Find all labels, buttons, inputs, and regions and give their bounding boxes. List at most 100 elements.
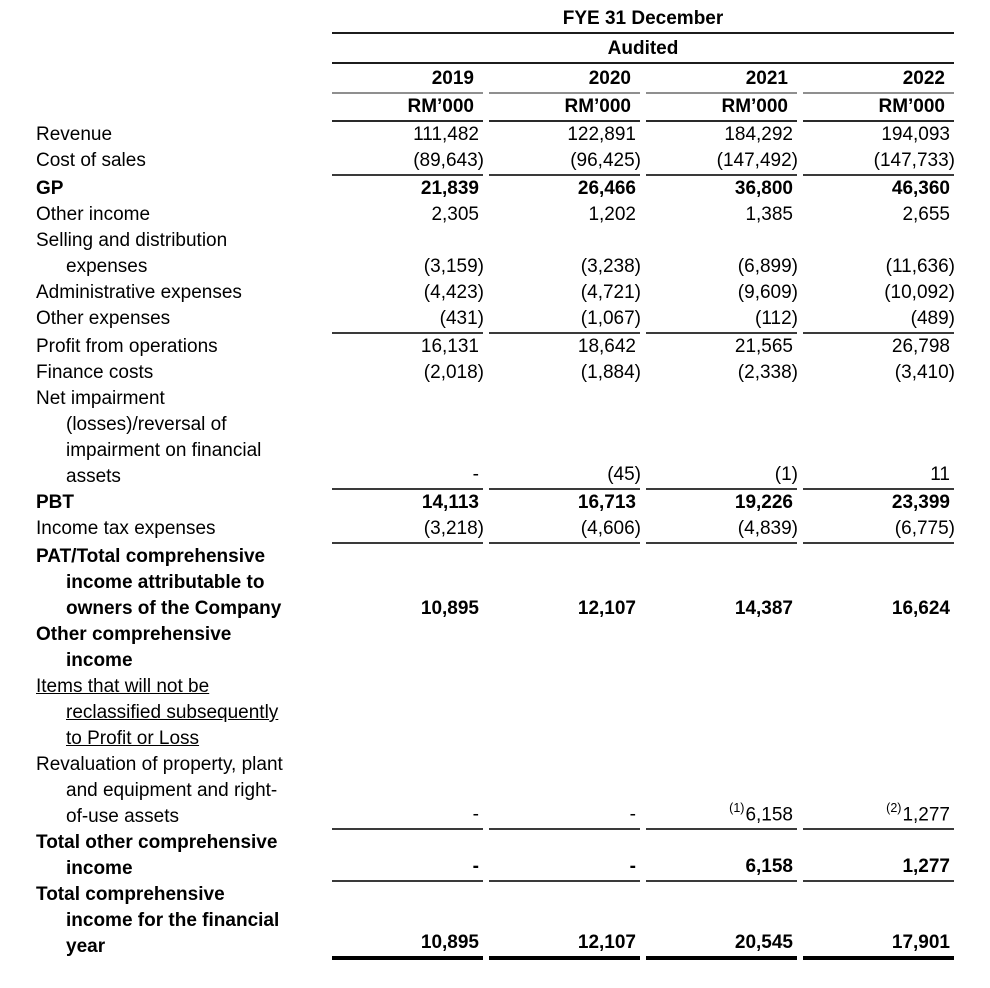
year-header: 2019 [332, 64, 483, 94]
value-cell: (2)1,277 [803, 752, 954, 830]
value-cell: (4,721) [489, 280, 641, 306]
value-text: 11 [930, 464, 950, 485]
value-text: 1,277 [902, 856, 950, 877]
value-cell: 14,387 [646, 544, 797, 622]
row-label: Selling and distribution expenses [36, 228, 326, 280]
value-cell: 26,466 [489, 176, 640, 202]
value-text: 1,202 [588, 204, 636, 225]
value-text: 2,305 [431, 204, 479, 225]
value-cell: 36,800 [646, 176, 797, 202]
row-label-text: Selling and distribution expenses [36, 230, 228, 277]
table-row: PAT/Total comprehensive income attributa… [36, 544, 954, 622]
value-text: 12,107 [577, 932, 636, 953]
value-text: 17,901 [891, 932, 950, 953]
value-text: 2,655 [902, 204, 950, 225]
value-text: 16,713 [577, 492, 636, 513]
value-text: (96,425) [570, 150, 641, 171]
value-cell [646, 674, 797, 752]
value-text: (1) [774, 464, 798, 485]
value-text: 194,093 [881, 124, 950, 145]
value-cell: (3,238) [489, 228, 641, 280]
value-cell: 14,113 [332, 490, 483, 516]
value-text: (6,899) [737, 256, 798, 277]
table-row: Selling and distribution expenses (3,159)… [36, 228, 955, 280]
value-cell: (2,018) [332, 360, 484, 386]
table-row: Other comprehensive income [36, 622, 954, 674]
row-label-text: Other expenses [36, 308, 171, 329]
value-cell: 2,305 [332, 202, 483, 228]
value-cell: 111,482 [332, 122, 483, 148]
year-header: 2022 [803, 64, 954, 94]
value-cell [489, 674, 640, 752]
table-row: Revaluation of property, plant and equip… [36, 752, 954, 830]
value-cell: 19,226 [646, 490, 797, 516]
value-text: 26,798 [891, 336, 950, 357]
value-text: (2,338) [737, 362, 798, 383]
value-cell: 122,891 [489, 122, 640, 148]
value-cell: (10,092) [803, 280, 955, 306]
row-label-text: Revaluation of property, plant and equip… [36, 754, 283, 827]
value-text: (112) [755, 308, 798, 329]
value-text: 10,895 [420, 598, 479, 619]
value-text: (4,606) [580, 518, 641, 539]
value-cell: 1,385 [646, 202, 797, 228]
value-text: (147,733) [873, 150, 955, 171]
value-text: 46,360 [891, 178, 950, 199]
table-row: Other income 2,305 1,202 1,385 2,655 [36, 202, 954, 228]
value-text: 6,158 [745, 804, 793, 825]
unit-header: RM’000 [646, 94, 797, 122]
value-cell: 1,277 [803, 830, 954, 882]
value-cell: 21,839 [332, 176, 483, 202]
value-text: 23,399 [891, 492, 950, 513]
value-cell: 6,158 [646, 830, 797, 882]
row-label: Profit from operations [36, 334, 326, 360]
table-row: PBT 14,113 16,713 19,226 23,399 [36, 490, 954, 516]
row-label: Revenue [36, 122, 326, 148]
value-cell: (45) [489, 386, 641, 490]
value-cell: (1,067) [489, 306, 641, 334]
value-cell [803, 674, 954, 752]
value-text: 184,292 [724, 124, 793, 145]
period-header: FYE 31 December [332, 4, 954, 34]
header-years-row: 2019 2020 2021 2022 [36, 64, 954, 94]
value-text: (3,218) [423, 518, 484, 539]
value-text: 10,895 [420, 932, 479, 953]
row-label-text: Revenue [36, 124, 113, 145]
header-spacer [36, 34, 326, 64]
value-cell: 26,798 [803, 334, 954, 360]
value-text: - [472, 856, 479, 877]
value-cell: (4,606) [489, 516, 641, 544]
value-cell: 46,360 [803, 176, 954, 202]
value-cell [489, 622, 640, 674]
value-cell: 12,107 [489, 544, 640, 622]
value-cell: 16,131 [332, 334, 483, 360]
value-text: (11,636) [885, 256, 955, 277]
value-cell [803, 622, 954, 674]
value-text: 21,839 [420, 178, 479, 199]
row-label-text: PAT/Total comprehensive income attributa… [36, 546, 282, 619]
value-text: (3,159) [423, 256, 484, 277]
value-text: (10,092) [884, 282, 955, 303]
row-label: PAT/Total comprehensive income attributa… [36, 544, 326, 622]
header-spacer [36, 94, 326, 122]
value-cell: 17,901 [803, 882, 954, 960]
value-cell: (1)6,158 [646, 752, 797, 830]
value-text: 1,277 [902, 804, 950, 825]
row-label: Net impairment (losses)/reversal of impa… [36, 386, 326, 490]
value-cell: (147,492) [646, 148, 798, 176]
value-text: 1,385 [745, 204, 793, 225]
value-cell: 18,642 [489, 334, 640, 360]
value-cell: (489) [803, 306, 955, 334]
value-cell: (4,423) [332, 280, 484, 306]
row-label-text: Other income [36, 204, 151, 225]
row-label: Other income [36, 202, 326, 228]
value-text: 36,800 [734, 178, 793, 199]
header-audited-row: Audited [36, 34, 954, 64]
row-label: Revaluation of property, plant and equip… [36, 752, 326, 830]
row-label: Items that will not be reclassified subs… [36, 674, 326, 752]
value-text: 14,113 [421, 492, 479, 513]
value-cell: (6,899) [646, 228, 798, 280]
value-text: 26,466 [577, 178, 636, 199]
value-cell: (96,425) [489, 148, 641, 176]
value-cell [332, 622, 483, 674]
